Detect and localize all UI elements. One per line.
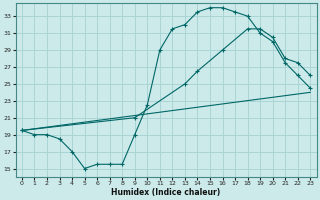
X-axis label: Humidex (Indice chaleur): Humidex (Indice chaleur) <box>111 188 221 197</box>
